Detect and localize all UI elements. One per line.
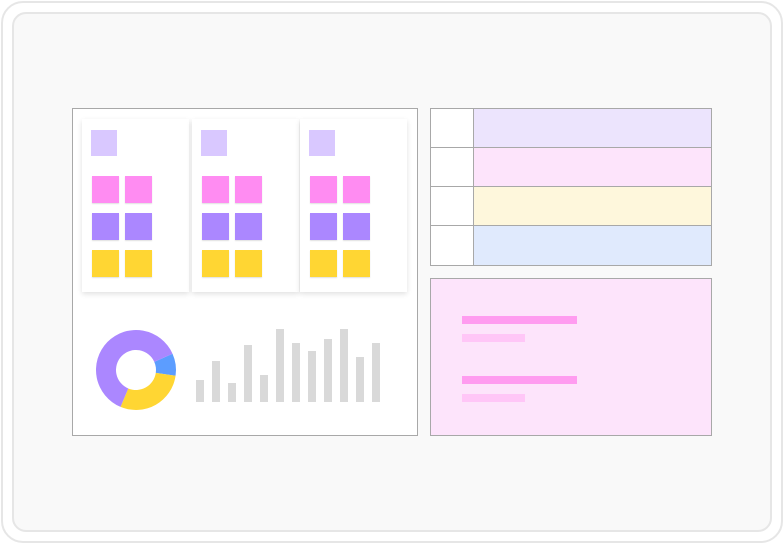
bar	[212, 361, 220, 402]
sticky-note-purple	[235, 213, 262, 240]
donut-chart	[96, 330, 176, 410]
bar	[244, 345, 252, 402]
card-header-block	[309, 130, 335, 156]
table-row	[431, 148, 711, 187]
sticky-note-pink	[92, 176, 119, 203]
table-cell-colored	[474, 226, 711, 265]
text-line-sub	[462, 334, 525, 342]
sticky-note-pink	[235, 176, 262, 203]
sticky-note-purple	[310, 213, 337, 240]
sticky-note-pink	[310, 176, 337, 203]
bar	[276, 329, 284, 402]
kanban-card	[82, 119, 189, 292]
sticky-note-yellow	[125, 250, 152, 277]
table-cell	[431, 187, 474, 225]
bar	[324, 339, 332, 402]
bar	[228, 383, 236, 402]
donut-segment-yellow	[120, 372, 176, 410]
table-cell-colored	[474, 109, 711, 147]
bar	[196, 380, 204, 402]
text-line-heading	[462, 376, 577, 384]
sticky-note-yellow	[235, 250, 262, 277]
bar	[292, 343, 300, 402]
sticky-note-yellow	[92, 250, 119, 277]
kanban-card	[300, 119, 407, 292]
sticky-note-purple	[92, 213, 119, 240]
sticky-note-yellow	[310, 250, 337, 277]
dashboard-panel	[72, 108, 418, 436]
text-line-sub	[462, 394, 525, 402]
bar	[372, 343, 380, 402]
donut-segment-blue	[154, 353, 176, 376]
sticky-note-yellow	[343, 250, 370, 277]
table-cell	[431, 109, 474, 147]
sticky-note-pink	[125, 176, 152, 203]
table-row	[431, 109, 711, 148]
bar	[340, 329, 348, 402]
table-row	[431, 187, 711, 226]
table-row	[431, 226, 711, 265]
bar	[356, 357, 364, 402]
card-header-block	[201, 130, 227, 156]
sticky-note-yellow	[202, 250, 229, 277]
detail-panel	[430, 278, 712, 436]
sticky-note-purple	[125, 213, 152, 240]
table-cell-colored	[474, 148, 711, 186]
kanban-card	[192, 119, 299, 292]
text-line-heading	[462, 316, 577, 324]
bar	[260, 375, 268, 402]
sticky-note-purple	[343, 213, 370, 240]
table-cell	[431, 148, 474, 186]
sticky-note-purple	[202, 213, 229, 240]
table-cell-colored	[474, 187, 711, 225]
donut-segment-purple	[96, 330, 173, 407]
sticky-note-pink	[343, 176, 370, 203]
sticky-note-pink	[202, 176, 229, 203]
table-cell	[431, 226, 474, 265]
table	[430, 108, 712, 266]
card-header-block	[91, 130, 117, 156]
bar	[308, 351, 316, 402]
